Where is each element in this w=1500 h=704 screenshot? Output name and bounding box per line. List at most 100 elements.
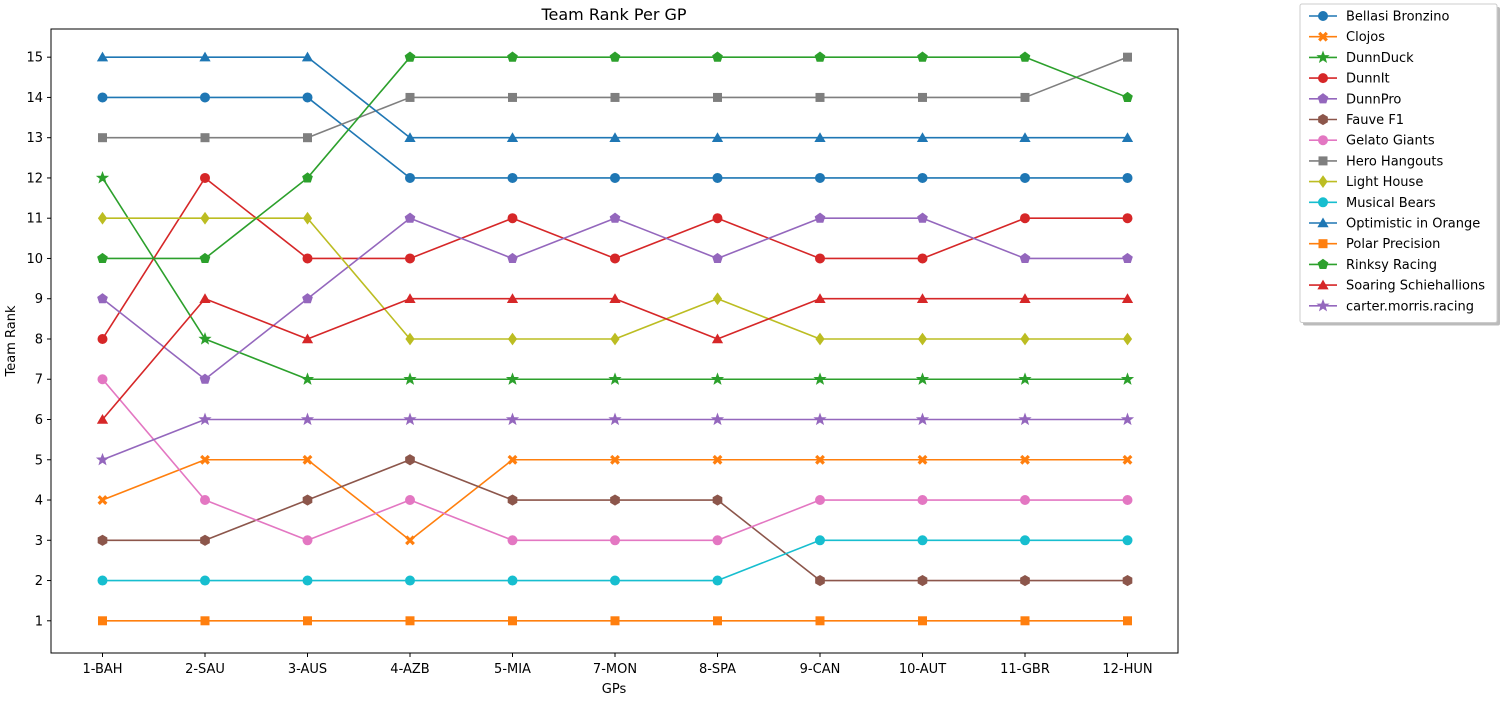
- data-point: [403, 372, 417, 385]
- data-point: [609, 132, 621, 142]
- data-point: [1122, 172, 1133, 183]
- y-tick-label: 13: [26, 131, 43, 146]
- data-point: [712, 535, 723, 546]
- data-point: [198, 412, 212, 426]
- series-bellasi-bronzino: [97, 92, 1133, 183]
- data-point: [915, 412, 930, 426]
- x-tick-label: 3-AUS: [288, 662, 327, 677]
- y-tick-label: 9: [35, 292, 43, 307]
- data-point: [302, 535, 313, 546]
- data-point: [200, 133, 210, 143]
- data-point: [1122, 535, 1133, 546]
- legend-item: DunnPro: [1309, 92, 1401, 107]
- data-point: [300, 372, 315, 385]
- data-point: [505, 372, 520, 385]
- data-point: [405, 172, 415, 183]
- data-point: [1019, 132, 1031, 142]
- data-point: [98, 133, 107, 143]
- series-clojos: [97, 454, 1133, 546]
- legend-item: Soaring Schiehallions: [1309, 279, 1485, 294]
- legend-label: Bellasi Bronzino: [1346, 10, 1449, 25]
- legend-item: Fauve F1: [1309, 113, 1404, 128]
- data-point: [1019, 252, 1031, 264]
- legend-item: Clojos: [1309, 30, 1385, 45]
- legend-marker: [1317, 279, 1329, 290]
- data-point: [915, 372, 930, 385]
- data-point: [96, 413, 109, 424]
- data-point: [710, 372, 725, 385]
- data-point: [200, 616, 210, 626]
- data-point: [815, 454, 825, 465]
- data-point: [506, 293, 519, 303]
- data-point: [1122, 252, 1133, 264]
- data-point: [404, 51, 416, 62]
- data-point: [405, 495, 415, 506]
- data-point: [302, 575, 313, 586]
- data-point: [712, 454, 723, 465]
- y-tick-label: 3: [35, 534, 43, 549]
- series-polar-precision: [98, 616, 1132, 626]
- legend-item: Hero Hangouts: [1309, 154, 1443, 169]
- legend-marker: [1318, 175, 1328, 188]
- legend-marker: [1317, 258, 1329, 269]
- legend: Bellasi Bronzino Clojos DunnDuck DunnIt Dunn…: [1299, 3, 1500, 326]
- data-point: [1120, 372, 1135, 385]
- legend-item: Optimistic in Orange: [1309, 217, 1480, 232]
- data-point: [1123, 616, 1132, 626]
- series-rinksy-racing: [97, 51, 1133, 264]
- data-point: [95, 452, 110, 466]
- data-point: [918, 616, 927, 626]
- legend-marker: [1318, 135, 1328, 146]
- data-point: [1122, 332, 1133, 346]
- data-point: [610, 92, 620, 102]
- data-point: [507, 172, 518, 183]
- data-point: [507, 454, 518, 465]
- series-hero-hangouts: [98, 52, 1132, 143]
- chart-title: Team Rank Per GP: [540, 5, 686, 24]
- data-point: [508, 92, 517, 102]
- data-point: [1121, 293, 1134, 303]
- data-point: [97, 293, 108, 304]
- legend-box: [1299, 3, 1498, 323]
- data-point: [97, 211, 108, 225]
- series-dunnit: [97, 172, 1133, 344]
- data-point: [1020, 616, 1030, 626]
- data-point: [917, 454, 928, 465]
- legend-label: Rinksy Racing: [1346, 258, 1437, 273]
- data-point: [199, 51, 211, 62]
- data-point: [1020, 454, 1030, 465]
- data-point: [507, 535, 518, 546]
- legend-item: Gelato Giants: [1309, 134, 1435, 149]
- data-point: [610, 332, 620, 346]
- legend-marker: [1318, 11, 1328, 21]
- data-point: [610, 535, 620, 546]
- x-tick-label: 7-MON: [593, 662, 637, 677]
- x-tick-label: 2-SAU: [185, 662, 225, 677]
- data-point: [1122, 574, 1133, 587]
- legend-label: Soaring Schiehallions: [1346, 279, 1485, 294]
- x-tick-label: 12-HUN: [1102, 662, 1152, 677]
- data-point: [713, 92, 722, 102]
- data-point: [1122, 495, 1133, 506]
- data-point: [200, 211, 210, 225]
- data-point: [1121, 132, 1134, 142]
- data-point: [711, 333, 724, 344]
- y-tick-label: 1: [35, 614, 43, 629]
- legend-marker: [1318, 113, 1328, 126]
- data-point: [916, 293, 929, 303]
- data-point: [1020, 92, 1030, 102]
- data-point: [1020, 332, 1030, 346]
- y-tick-label: 7: [35, 373, 43, 388]
- y-tick-label: 11: [26, 212, 43, 227]
- legend-marker: [1316, 50, 1330, 64]
- legend-item: Polar Precision: [1309, 237, 1440, 252]
- series-gelato-giants: [97, 374, 1133, 546]
- x-axis: 1-BAH 2-SAU 3-AUS 4-AZB 5-MIA 7-MON 8-SPA 9-CAN…: [82, 653, 1153, 677]
- data-point: [815, 253, 825, 264]
- data-point: [813, 412, 827, 426]
- series-line: [102, 539, 1128, 582]
- y-tick-label: 12: [26, 171, 43, 186]
- y-tick-label: 10: [26, 252, 43, 267]
